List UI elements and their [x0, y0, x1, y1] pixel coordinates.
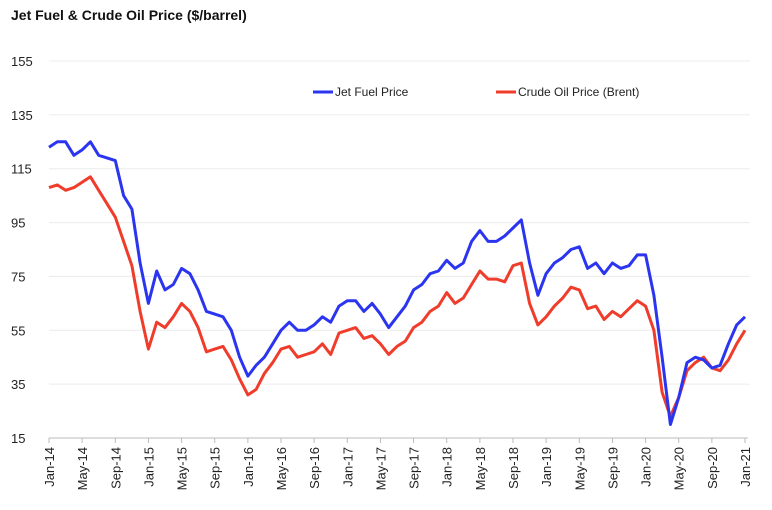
x-tick-label: May-20: [672, 447, 687, 490]
x-tick-label: Sep-15: [208, 447, 223, 489]
x-tick-label: May-15: [175, 447, 190, 490]
x-tick-label: Jan-16: [241, 447, 256, 487]
y-tick-label: 95: [11, 216, 25, 231]
x-tick-label: May-17: [373, 447, 388, 490]
legend-label: Crude Oil Price (Brent): [518, 85, 639, 99]
x-tick-label: Sep-19: [605, 447, 620, 489]
x-tick-label: May-18: [473, 447, 488, 490]
series-line-jet-fuel: [48, 140, 747, 426]
y-tick-label: 135: [11, 108, 33, 123]
x-tick-label: Jan-18: [440, 447, 455, 487]
x-tick-label: Sep-14: [108, 447, 123, 489]
chart-title: Jet Fuel & Crude Oil Price ($/barrel): [11, 7, 247, 23]
y-tick-label: 75: [11, 269, 25, 284]
x-tick-label: May-16: [274, 447, 289, 490]
x-tick-label: Jan-17: [340, 447, 355, 487]
x-tick-label: May-19: [572, 447, 587, 490]
x-tick-label: Sep-17: [407, 447, 422, 489]
y-tick-label: 55: [11, 323, 25, 338]
x-tick-label: Jan-15: [141, 447, 156, 487]
x-tick-label: Sep-16: [307, 447, 322, 489]
series-line-crude-oil: [48, 175, 747, 418]
y-tick-label: 35: [11, 377, 25, 392]
x-tick-label: Jan-19: [539, 447, 554, 487]
x-tick-label: Jan-21: [738, 447, 753, 487]
y-tick-label: 115: [11, 162, 32, 177]
legend-label: Jet Fuel Price: [335, 85, 409, 99]
x-tick-label: May-14: [75, 447, 90, 490]
x-tick-label: Jan-20: [639, 447, 654, 487]
x-tick-label: Sep-20: [705, 447, 720, 489]
x-tick-label: Jan-14: [42, 447, 57, 487]
x-tick-label: Sep-18: [506, 447, 521, 489]
y-tick-label: 15: [11, 431, 25, 446]
y-tick-label: 155: [11, 54, 33, 69]
